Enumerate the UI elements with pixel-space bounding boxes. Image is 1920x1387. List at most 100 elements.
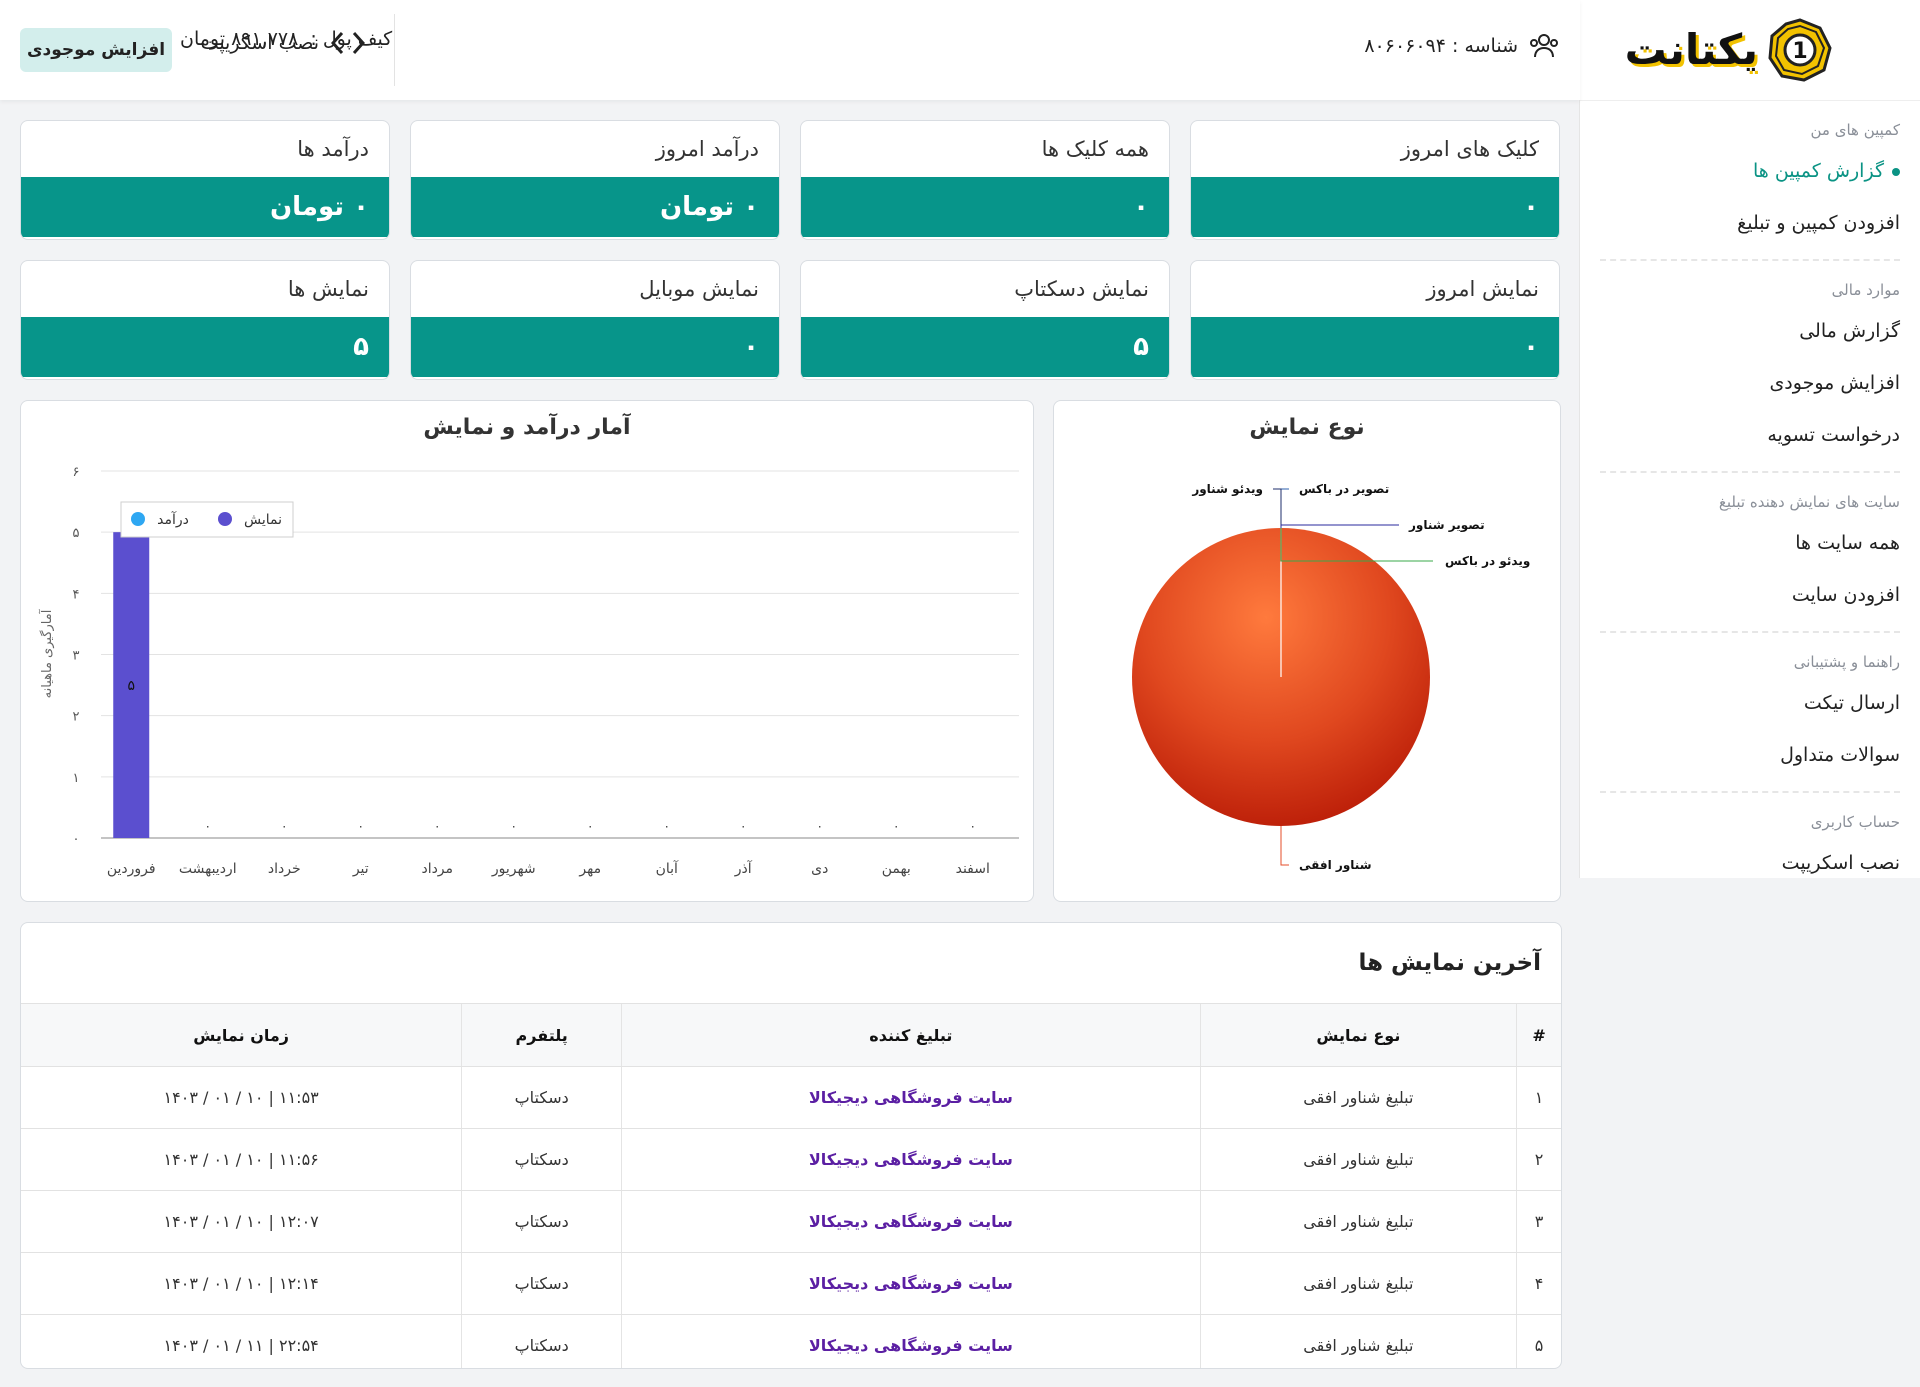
table-row[interactable]: ۱ تبلیغ شناور افقی سایت فروشگاهی دیجیکالا د… (21, 1066, 1561, 1129)
y-tick-label: ۲ (73, 710, 80, 725)
sidebar-menu: کمپین های من گزارش کمپین ها افزودن کمپین و… (1580, 121, 1920, 878)
sidebar-item[interactable]: همه سایت ها (1600, 517, 1900, 569)
stat-card-value: ۰ (801, 177, 1169, 237)
sidebar-item-label: گزارش کمپین ها (1752, 160, 1884, 182)
sidebar-item[interactable]: افزایش موجودی (1600, 357, 1900, 409)
stat-card: نمایش موبایل ۰ (410, 260, 780, 380)
table-cell[interactable]: سایت فروشگاهی دیجیکالا (621, 1128, 1201, 1191)
table-cell: دسکتاپ (461, 1128, 622, 1191)
x-tick-label: آذر (734, 860, 753, 877)
sidebar-item[interactable]: گزارش مالی (1600, 305, 1900, 357)
table-header-cell: نوع نمایش (1199, 1004, 1517, 1067)
bar-data-label: ۰ (664, 819, 670, 833)
x-tick-label: خرداد (268, 861, 301, 877)
code-icon (331, 31, 365, 55)
y-tick-label: ۴ (73, 587, 80, 602)
logo-area[interactable]: 1 یکتانت (1580, 0, 1920, 101)
stat-card-value: ۵ (801, 317, 1169, 377)
table-cell: تبلیغ شناور افقی (1199, 1314, 1517, 1368)
y-tick-label: ۶ (73, 465, 80, 480)
x-tick-label: دی (811, 861, 828, 877)
account-id: شناسه : ۸۰۶۰۶۰۹۴ (1364, 30, 1560, 62)
table-row[interactable]: ۳ تبلیغ شناور افقی سایت فروشگاهی دیجیکالا د… (21, 1190, 1561, 1253)
table-row[interactable]: ۵ تبلیغ شناور افقی سایت فروشگاهی دیجیکالا د… (21, 1314, 1561, 1368)
table-cell[interactable]: سایت فروشگاهی دیجیکالا (621, 1190, 1201, 1253)
stat-card: نمایش ها ۵ (20, 260, 390, 380)
y-tick-label: ۰ (73, 832, 80, 847)
sidebar-item[interactable]: گزارش کمپین ها (1600, 145, 1900, 197)
menu-section-label: حساب کاربری (1810, 813, 1900, 831)
active-dot-icon (1892, 167, 1900, 176)
menu-separator (1600, 791, 1900, 793)
table-header-row: # نوع نمایش تبلیغ کننده پلتفرم زمان نمایش (21, 1004, 1561, 1067)
table-cell: تبلیغ شناور افقی (1199, 1066, 1517, 1129)
table-row[interactable]: ۴ تبلیغ شناور افقی سایت فروشگاهی دیجیکالا د… (21, 1252, 1561, 1315)
install-script-link[interactable]: نصب اسکریپت (155, 30, 365, 56)
y-axis-label: آمارگیری ماهیانه (38, 608, 55, 698)
stat-card-title: نمایش امروز (1426, 277, 1539, 301)
bar (113, 532, 150, 838)
bar-data-label: ۰ (587, 819, 593, 833)
x-tick-label: تیر (352, 861, 369, 877)
table-row[interactable]: ۲ تبلیغ شناور افقی سایت فروشگاهی دیجیکالا د… (21, 1128, 1561, 1191)
x-tick-label: بهمن (882, 861, 911, 877)
table-cell: ۱۴۰۳ / ۰۱ / ۱۱ | ۲۲:۵۴ (21, 1314, 462, 1368)
table-cell: تبلیغ شناور افقی (1199, 1128, 1517, 1191)
sidebar-item[interactable]: نصب اسکریپت (1600, 837, 1900, 878)
bar-chart-title: آمار درآمد و نمایش (423, 415, 631, 440)
top-bar: شناسه : ۸۰۶۰۶۰۹۴ نصب اسکریپت کیف پول : ۸… (0, 0, 1580, 100)
pie-label: تصویر در باکس (1299, 482, 1389, 497)
bar-chart-svg: ۰ ۱ ۲ ۳ ۴ ۵ ۶ آمارگیری ماهیانه ۵ فروردین ۰ اردیبهشت… (38, 465, 1019, 877)
table-header-cell: # (1516, 1004, 1561, 1067)
sidebar-item-label: نصب اسکریپت (1781, 852, 1900, 874)
sidebar-item-label: درخواست تسویه (1767, 424, 1900, 446)
x-tick-label: اردیبهشت (179, 861, 237, 877)
menu-section-label: موارد مالی (1831, 281, 1900, 299)
add-balance-button[interactable]: افزایش موجودی (20, 28, 172, 72)
stat-card-title: نمایش دسکتاپ (1014, 277, 1149, 301)
table-cell[interactable]: سایت فروشگاهی دیجیکالا (621, 1252, 1201, 1315)
pie-label: تصویر شناور (1408, 518, 1485, 533)
menu-separator (1600, 631, 1900, 633)
logo-badge-icon: 1 (1768, 18, 1832, 82)
table-cell: دسکتاپ (461, 1252, 622, 1315)
legend-box (120, 501, 294, 538)
y-tick-label: ۳ (73, 649, 80, 664)
sidebar-item[interactable]: افزودن سایت (1600, 569, 1900, 621)
table-body: ۱ تبلیغ شناور افقی سایت فروشگاهی دیجیکالا د… (21, 1066, 1561, 1368)
sidebar-item[interactable]: افزودن کمپین و تبلیغ (1600, 197, 1900, 249)
sidebar-item[interactable]: سوالات متداول (1600, 729, 1900, 781)
table-cell[interactable]: سایت فروشگاهی دیجیکالا (621, 1066, 1201, 1129)
table-cell: ۲ (1516, 1128, 1561, 1191)
wallet: کیف پول : ۸۹۱,۷۷۸ تومان (180, 28, 392, 50)
menu-section-label: کمپین های من (1810, 121, 1901, 139)
sidebar-item-label: افزودن کمپین و تبلیغ (1737, 212, 1900, 234)
menu-section-label: راهنما و پشتیبانی (1793, 653, 1900, 671)
x-tick-label: مرداد (421, 861, 453, 877)
pie-label: شناور افقی (1299, 858, 1372, 873)
stat-card-value: ۰ (411, 317, 779, 377)
stat-card-value: ۰ (1191, 317, 1559, 377)
stat-card-title: درآمد امروز (655, 137, 759, 161)
wallet-label: کیف پول : (310, 28, 393, 50)
legend-item: نمایش (244, 512, 282, 528)
x-tick-label: شهریور (491, 861, 536, 877)
bar-data-label: ۰ (358, 819, 364, 833)
table-title: آخرین نمایش ها (21, 923, 1561, 1004)
pie-leader-line (1273, 488, 1282, 528)
sidebar-item-label: همه سایت ها (1795, 532, 1900, 554)
table-cell: تبلیغ شناور افقی (1199, 1252, 1517, 1315)
pie-chart-title: نوع نمایش (1249, 415, 1365, 440)
sidebar-item-label: سوالات متداول (1780, 744, 1900, 766)
sidebar-item[interactable]: ارسال تیکت (1600, 677, 1900, 729)
recent-impressions-table-panel: آخرین نمایش ها # نوع نمایش تبلیغ کننده پلتف… (20, 922, 1562, 1369)
sidebar: 1 یکتانت کمپین های من گزارش کمپین ها افزود… (1579, 0, 1920, 878)
table-cell: ۴ (1516, 1252, 1561, 1315)
sidebar-item[interactable]: درخواست تسویه (1600, 409, 1900, 461)
stat-card-title: همه کلیک ها (1041, 137, 1149, 161)
table-cell: ۱۴۰۳ / ۰۱ / ۱۰ | ۱۲:۰۷ (21, 1190, 462, 1253)
table-cell[interactable]: سایت فروشگاهی دیجیکالا (621, 1314, 1201, 1368)
pie-chart-svg: شناور افقی تصویر در باکس ویدئو شناور تصویر … (1132, 482, 1530, 873)
stat-card: درآمد ها ۰ تومان (20, 120, 390, 240)
